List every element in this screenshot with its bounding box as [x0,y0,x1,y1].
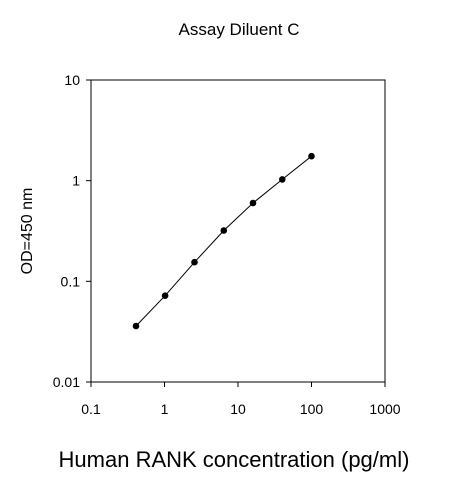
data-point [308,152,315,160]
y-tick-label: 0.01 [53,374,80,390]
data-point [249,199,257,207]
data-point [161,292,169,300]
y-tick-label: 1 [72,173,80,189]
series-line [135,155,312,327]
x-tick-label: 0.1 [81,401,101,417]
y-axis-tick-labels: 0.01 0.1 1 10 [53,72,80,390]
y-axis-ticks [86,79,91,383]
x-tick-label: 10 [230,401,246,417]
x-axis-ticks [90,382,386,387]
x-axis-label: Human RANK concentration (pg/ml) [59,447,410,472]
data-point [132,322,140,330]
y-tick-label: 0.1 [61,273,81,289]
y-tick-label: 10 [64,72,80,88]
y-axis-label: OD=450 nm [19,188,36,275]
series-points [132,152,315,330]
data-point [191,258,198,266]
plot-frame [90,79,386,383]
x-tick-label: 100 [300,401,324,417]
chart-title: Assay Diluent C [179,20,300,39]
x-tick-label: 1000 [369,401,400,417]
data-point [220,227,228,234]
data-point [279,176,286,183]
x-axis-tick-labels: 0.1 1 10 100 1000 [81,401,401,417]
series-lines [135,155,312,327]
x-tick-label: 1 [161,401,169,417]
